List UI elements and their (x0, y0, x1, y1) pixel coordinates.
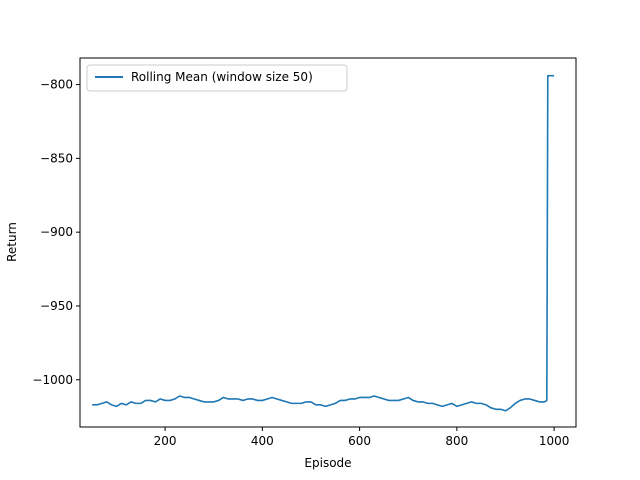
legend-label: Rolling Mean (window size 50) (131, 70, 313, 84)
y-tick-label: −800 (40, 78, 73, 92)
x-tick-label: 1000 (539, 434, 570, 448)
x-tick-label: 200 (154, 434, 177, 448)
legend-box (86, 64, 348, 92)
y-tick-label: −900 (40, 225, 73, 239)
y-tick-label: −950 (40, 299, 73, 313)
y-tick-label: −850 (40, 151, 73, 165)
y-axis: −800 −850 −900 −950 −1000 (32, 78, 80, 387)
x-axis: 200 400 600 800 1000 (154, 427, 570, 448)
x-axis-label: Episode (304, 456, 351, 470)
plot-frame (79, 57, 577, 428)
x-tick-label: 400 (251, 434, 274, 448)
plot-area (92, 74, 555, 412)
series-line (92, 74, 555, 412)
legend: Rolling Mean (window size 50) (86, 64, 348, 92)
x-tick-label: 600 (348, 434, 371, 448)
y-axis-label: Return (5, 222, 19, 262)
y-tick-label: −1000 (32, 373, 73, 387)
x-tick-label: 800 (445, 434, 468, 448)
